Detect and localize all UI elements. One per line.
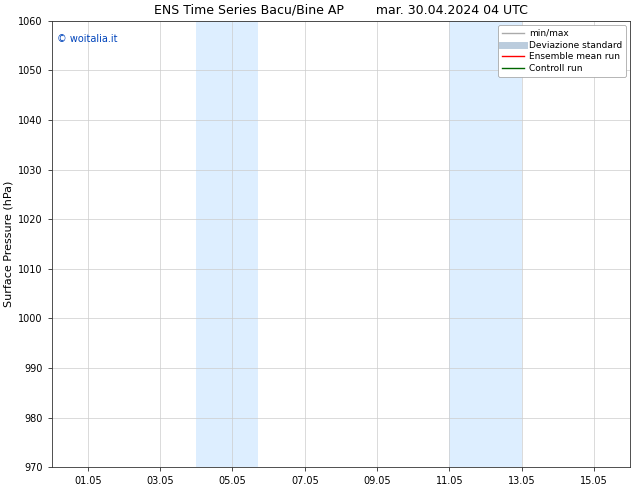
Bar [197, 21, 258, 467]
Legend: min/max, Deviazione standard, Ensemble mean run, Controll run: min/max, Deviazione standard, Ensemble m… [498, 25, 626, 77]
Bar [450, 21, 522, 467]
Y-axis label: Surface Pressure (hPa): Surface Pressure (hPa) [4, 181, 14, 307]
Text: © woitalia.it: © woitalia.it [58, 34, 118, 44]
Title: ENS Time Series Bacu/Bine AP        mar. 30.04.2024 04 UTC: ENS Time Series Bacu/Bine AP mar. 30.04.… [154, 4, 528, 17]
